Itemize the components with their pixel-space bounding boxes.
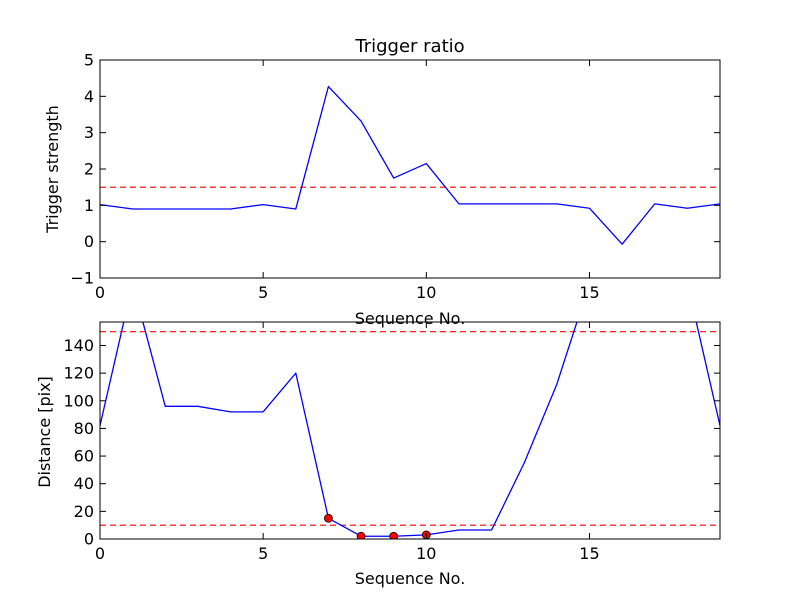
x-axis-label: Sequence No. bbox=[355, 309, 466, 328]
y-tick-label: 1 bbox=[84, 196, 94, 215]
y-tick-label: 80 bbox=[74, 419, 94, 438]
y-tick-label: 4 bbox=[84, 87, 94, 106]
series-line bbox=[100, 85, 720, 245]
y-tick-label: 0 bbox=[84, 232, 94, 251]
y-axis-label: Trigger strength bbox=[43, 105, 62, 234]
x-tick-label: 5 bbox=[258, 544, 268, 563]
y-tick-label: 40 bbox=[74, 474, 94, 493]
x-tick-label: 0 bbox=[95, 283, 105, 302]
y-tick-label: 100 bbox=[63, 391, 94, 410]
y-tick-label: 120 bbox=[63, 364, 94, 383]
data-point-marker bbox=[389, 531, 399, 539]
x-tick-label: 5 bbox=[258, 283, 268, 302]
axes-frame bbox=[99, 321, 721, 540]
y-tick-label: 140 bbox=[63, 336, 94, 355]
y-tick-label: −1 bbox=[70, 269, 94, 288]
y-tick-label: 20 bbox=[74, 502, 94, 521]
data-point-marker bbox=[356, 531, 366, 539]
plot-clip-group bbox=[100, 85, 720, 245]
y-tick-label: 3 bbox=[84, 123, 94, 142]
y-tick-label: 60 bbox=[74, 447, 94, 466]
x-tick-label: 10 bbox=[416, 283, 436, 302]
data-point-marker bbox=[324, 513, 333, 523]
y-tick-label: 5 bbox=[84, 51, 94, 70]
distance-plot: Sequence No. Distance [pix] 0 5 10 15 0 20 40 6… bbox=[35, 321, 721, 588]
x-axis-label: Sequence No. bbox=[355, 569, 466, 588]
x-tick-label: 15 bbox=[579, 544, 599, 563]
x-tick-label: 15 bbox=[579, 283, 599, 302]
y-tick-label: 0 bbox=[84, 530, 94, 549]
y-tick-label: 2 bbox=[84, 160, 94, 179]
plot-area: 0 5 10 15 0 20 40 60 80 100 120 140 bbox=[63, 321, 721, 563]
chart-title: Trigger ratio bbox=[354, 36, 464, 57]
series-line bbox=[100, 322, 720, 537]
plot-clip-group bbox=[100, 322, 720, 539]
x-tick-label: 10 bbox=[416, 544, 436, 563]
trigger-ratio-plot: Trigger ratio Sequence No. Trigger stren… bbox=[43, 36, 721, 328]
x-tick-label: 0 bbox=[95, 544, 105, 563]
y-axis-label: Distance [pix] bbox=[35, 376, 54, 488]
